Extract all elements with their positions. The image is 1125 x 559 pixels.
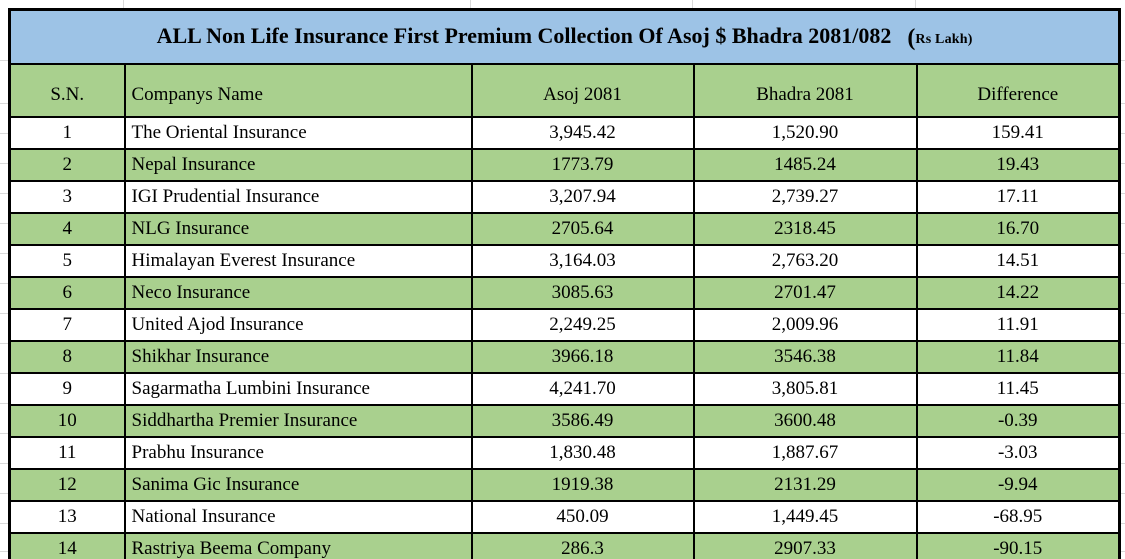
- row-asoj-value: 2705.64: [470, 212, 695, 246]
- row-sn: 12: [8, 468, 126, 502]
- table-row: 10 Siddhartha Premier Insurance 3586.49 360…: [8, 404, 1121, 438]
- table-title-row: ALL Non Life Insurance First Premium Col…: [8, 8, 1121, 65]
- table-row: 8 Shikhar Insurance 3966.18 3546.38 11.84: [8, 340, 1121, 374]
- row-asoj-value: 1919.38: [470, 468, 695, 502]
- column-header-row: S.N. Companys Name Asoj 2081 Bhadra 2081…: [8, 63, 1121, 118]
- premium-collection-table: ALL Non Life Insurance First Premium Col…: [8, 8, 1122, 559]
- row-bhadra-value: 3600.48: [692, 404, 918, 438]
- row-asoj-value: 2,249.25: [470, 308, 695, 342]
- row-asoj-value: 1,830.48: [470, 436, 695, 470]
- row-difference-value: 159.41: [915, 116, 1121, 150]
- column-header-sn: S.N.: [8, 63, 126, 118]
- table-row: 3 IGI Prudential Insurance 3,207.94 2,739.2…: [8, 180, 1121, 214]
- table-body: 1 The Oriental Insurance 3,945.42 1,520.90 1…: [8, 116, 1121, 559]
- row-sn: 5: [8, 244, 126, 278]
- table-row: 9 Sagarmatha Lumbini Insurance 4,241.70 3,8…: [8, 372, 1121, 406]
- row-sn: 7: [8, 308, 126, 342]
- column-header-difference: Difference: [915, 63, 1121, 118]
- row-asoj-value: 3586.49: [470, 404, 695, 438]
- row-company-name: Himalayan Everest Insurance: [123, 244, 473, 278]
- row-bhadra-value: 1485.24: [692, 148, 918, 182]
- row-company-name: Rastriya Beema Company: [123, 532, 473, 559]
- row-company-name: Siddhartha Premier Insurance: [123, 404, 473, 438]
- row-difference-value: -9.94: [915, 468, 1121, 502]
- row-company-name: The Oriental Insurance: [123, 116, 473, 150]
- row-bhadra-value: 2,763.20: [692, 244, 918, 278]
- row-bhadra-value: 2,739.27: [692, 180, 918, 214]
- row-difference-value: -3.03: [915, 436, 1121, 470]
- row-bhadra-value: 1,449.45: [692, 500, 918, 534]
- row-difference-value: -90.15: [915, 532, 1121, 559]
- row-sn: 10: [8, 404, 126, 438]
- table-row: 5 Himalayan Everest Insurance 3,164.03 2,76…: [8, 244, 1121, 278]
- row-difference-value: 11.45: [915, 372, 1121, 406]
- row-difference-value: -0.39: [915, 404, 1121, 438]
- row-sn: 8: [8, 340, 126, 374]
- row-company-name: United Ajod Insurance: [123, 308, 473, 342]
- table-title-cell: ALL Non Life Insurance First Premium Col…: [8, 8, 1121, 65]
- column-header-asoj: Asoj 2081: [470, 63, 695, 118]
- column-header-name: Companys Name: [123, 63, 473, 118]
- column-header-bhadra: Bhadra 2081: [692, 63, 918, 118]
- row-bhadra-value: 3,805.81: [692, 372, 918, 406]
- row-bhadra-value: 1,520.90: [692, 116, 918, 150]
- row-sn: 2: [8, 148, 126, 182]
- row-difference-value: -68.95: [915, 500, 1121, 534]
- row-sn: 11: [8, 436, 126, 470]
- row-bhadra-value: 1,887.67: [692, 436, 918, 470]
- table-row: 14 Rastriya Beema Company 286.3 2907.33 -90.…: [8, 532, 1121, 559]
- row-sn: 1: [8, 116, 126, 150]
- row-company-name: Neco Insurance: [123, 276, 473, 310]
- row-company-name: Prabhu Insurance: [123, 436, 473, 470]
- row-asoj-value: 3,945.42: [470, 116, 695, 150]
- row-bhadra-value: 2701.47: [692, 276, 918, 310]
- row-difference-value: 11.84: [915, 340, 1121, 374]
- row-company-name: National Insurance: [123, 500, 473, 534]
- row-company-name: Sanima Gic Insurance: [123, 468, 473, 502]
- table-row: 6 Neco Insurance 3085.63 2701.47 14.22: [8, 276, 1121, 310]
- row-sn: 4: [8, 212, 126, 246]
- table-row: 7 United Ajod Insurance 2,249.25 2,009.96 11…: [8, 308, 1121, 342]
- row-asoj-value: 3,164.03: [470, 244, 695, 278]
- row-asoj-value: 286.3: [470, 532, 695, 559]
- row-bhadra-value: 3546.38: [692, 340, 918, 374]
- row-company-name: Shikhar Insurance: [123, 340, 473, 374]
- row-company-name: NLG Insurance: [123, 212, 473, 246]
- row-sn: 9: [8, 372, 126, 406]
- row-difference-value: 17.11: [915, 180, 1121, 214]
- row-bhadra-value: 2,009.96: [692, 308, 918, 342]
- unit-label: (Rs Lakh): [907, 24, 973, 51]
- row-difference-value: 16.70: [915, 212, 1121, 246]
- row-bhadra-value: 2907.33: [692, 532, 918, 559]
- page-title: ALL Non Life Insurance First Premium Col…: [156, 22, 892, 48]
- row-asoj-value: 450.09: [470, 500, 695, 534]
- row-difference-value: 11.91: [915, 308, 1121, 342]
- row-bhadra-value: 2318.45: [692, 212, 918, 246]
- row-difference-value: 14.22: [915, 276, 1121, 310]
- row-difference-value: 14.51: [915, 244, 1121, 278]
- row-sn: 14: [8, 532, 126, 559]
- row-bhadra-value: 2131.29: [692, 468, 918, 502]
- row-difference-value: 19.43: [915, 148, 1121, 182]
- row-sn: 6: [8, 276, 126, 310]
- table-row: 1 The Oriental Insurance 3,945.42 1,520.90 1…: [8, 116, 1121, 150]
- row-sn: 3: [8, 180, 126, 214]
- row-company-name: Nepal Insurance: [123, 148, 473, 182]
- row-asoj-value: 3085.63: [470, 276, 695, 310]
- table-row: 4 NLG Insurance 2705.64 2318.45 16.70: [8, 212, 1121, 246]
- table-row: 11 Prabhu Insurance 1,830.48 1,887.67 -3.03: [8, 436, 1121, 470]
- row-asoj-value: 4,241.70: [470, 372, 695, 406]
- row-sn: 13: [8, 500, 126, 534]
- table-row: 2 Nepal Insurance 1773.79 1485.24 19.43: [8, 148, 1121, 182]
- row-company-name: IGI Prudential Insurance: [123, 180, 473, 214]
- row-company-name: Sagarmatha Lumbini Insurance: [123, 372, 473, 406]
- row-asoj-value: 1773.79: [470, 148, 695, 182]
- table-row: 13 National Insurance 450.09 1,449.45 -68.95: [8, 500, 1121, 534]
- table-row: 12 Sanima Gic Insurance 1919.38 2131.29 -9.9…: [8, 468, 1121, 502]
- row-asoj-value: 3966.18: [470, 340, 695, 374]
- row-asoj-value: 3,207.94: [470, 180, 695, 214]
